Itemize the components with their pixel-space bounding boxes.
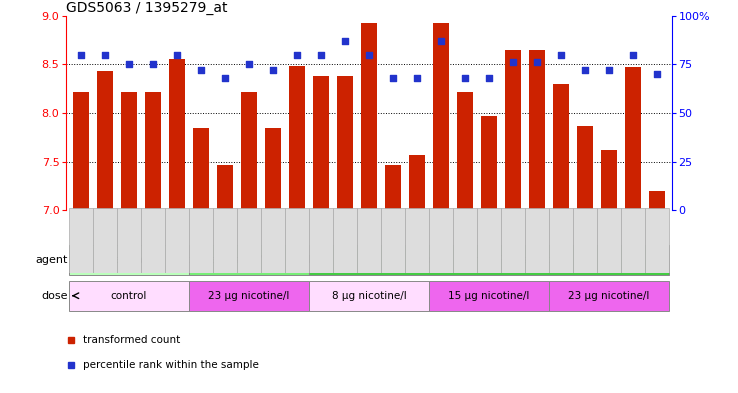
Point [99,51,111,58]
Point [627,51,639,58]
Bar [333,208,357,273]
Text: dose: dose [41,291,68,301]
Bar [645,208,669,273]
Bar [189,245,309,275]
Point [507,59,519,66]
Bar [73,92,89,210]
Bar [381,208,405,273]
Bar [261,208,285,273]
Point [339,38,351,44]
Text: modified risk pMRTP smoke: modified risk pMRTP smoke [177,255,320,265]
Point [579,67,591,73]
Point [315,51,327,58]
Bar [193,128,209,210]
Bar [189,281,309,311]
Bar [481,116,497,210]
Bar [549,208,573,273]
Bar [97,71,113,210]
Bar [141,208,165,273]
Text: 15 μg nicotine/l: 15 μg nicotine/l [449,291,530,301]
Bar [501,208,525,273]
Point [267,67,279,73]
Bar [313,76,328,210]
Point [171,51,183,58]
Bar [601,150,617,210]
Bar [165,208,189,273]
Bar [529,50,545,210]
Text: transformed count: transformed count [83,335,181,345]
Bar [145,92,161,210]
Bar [506,50,521,210]
Bar [597,208,621,273]
Bar [217,165,232,210]
Point [147,61,159,68]
Point [531,59,543,66]
Bar [121,92,137,210]
Point [411,75,423,81]
Bar [93,208,117,273]
Bar [554,84,569,210]
Bar [69,208,93,273]
Point [195,67,207,73]
Text: control: control [111,291,147,301]
Point [651,71,663,77]
Text: agent: agent [35,255,68,265]
Text: fresh air: fresh air [107,255,151,265]
Bar [213,208,237,273]
Bar [385,165,401,210]
Bar [577,126,593,210]
Bar [69,281,189,311]
Bar [453,208,477,273]
Point [555,51,567,58]
Bar [361,22,377,210]
Bar [289,66,305,210]
Point [603,67,615,73]
Point [243,61,255,68]
Text: conventional 3R4F smoke: conventional 3R4F smoke [422,255,556,265]
Bar [433,22,449,210]
Bar [625,67,641,210]
Point [75,51,87,58]
Point [291,51,303,58]
Text: 23 μg nicotine/l: 23 μg nicotine/l [208,291,289,301]
Bar [525,208,549,273]
Bar [549,281,669,311]
Bar [405,208,429,273]
Bar [189,208,213,273]
Bar [621,208,645,273]
Bar [309,245,669,275]
Point [363,51,375,58]
Text: 8 μg nicotine/l: 8 μg nicotine/l [331,291,407,301]
Bar [241,92,257,210]
Point [459,75,471,81]
Point [483,75,495,81]
Bar [649,191,665,210]
Bar [337,76,353,210]
Bar [69,245,189,275]
Point [219,75,231,81]
Bar [429,281,549,311]
Bar [285,208,309,273]
Bar [169,59,184,210]
Bar [309,281,429,311]
Bar [117,208,141,273]
Bar [477,208,501,273]
Bar [309,208,333,273]
Text: 23 μg nicotine/l: 23 μg nicotine/l [568,291,650,301]
Bar [265,128,280,210]
Text: GDS5063 / 1395279_at: GDS5063 / 1395279_at [66,1,228,15]
Point [387,75,399,81]
Text: percentile rank within the sample: percentile rank within the sample [83,360,259,370]
Point [123,61,135,68]
Point [435,38,447,44]
Bar [573,208,597,273]
Bar [237,208,261,273]
Bar [357,208,381,273]
Bar [429,208,453,273]
Bar [410,155,425,210]
Bar [458,92,473,210]
